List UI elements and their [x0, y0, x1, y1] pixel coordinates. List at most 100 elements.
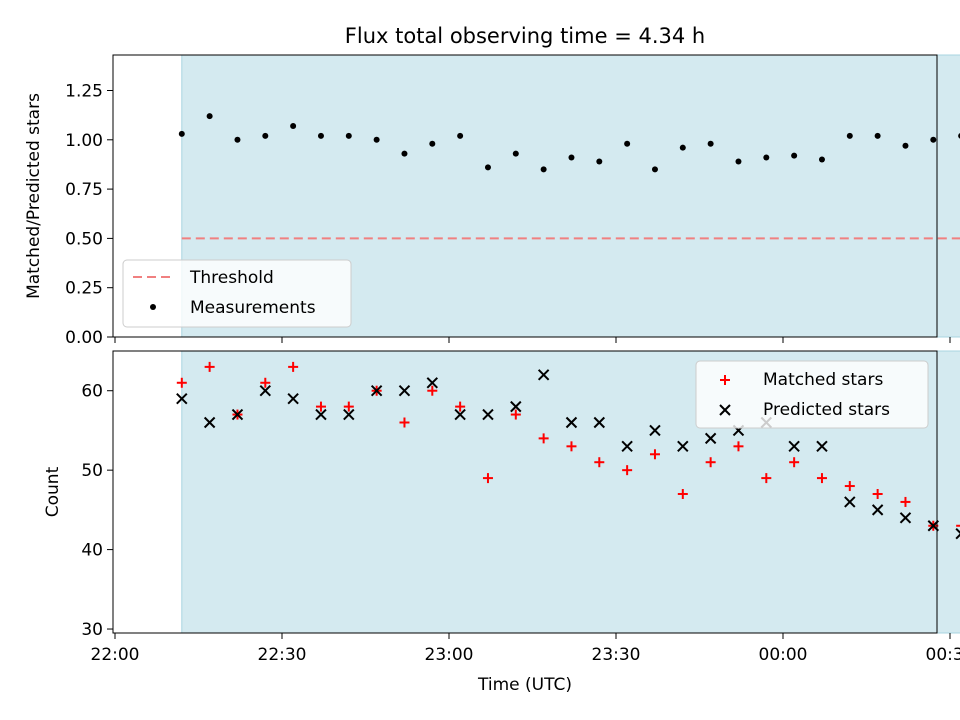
matched-point — [789, 457, 800, 468]
measurement-point — [401, 150, 408, 157]
matched-point — [956, 524, 960, 527]
y-tick-label: 1.25 — [65, 81, 103, 101]
count-y-ticks: 30 40 50 60 — [81, 382, 113, 640]
matched-point — [622, 465, 633, 476]
cross-stroke-b — [844, 496, 856, 508]
predicted-point — [398, 385, 411, 397]
cross-stroke-b — [621, 440, 633, 453]
y-tick-label: 50 — [81, 461, 103, 481]
measurement-point — [651, 166, 658, 173]
legend-predicted-label: Predicted stars — [763, 400, 890, 420]
predicted-point — [482, 408, 494, 421]
legend-plus-marker — [720, 375, 730, 385]
legend-threshold-label: Threshold — [189, 268, 274, 288]
cross-stroke-b — [899, 512, 912, 524]
cross-stroke-b — [537, 369, 550, 381]
predicted-point — [203, 416, 216, 429]
matched-point — [566, 441, 577, 452]
measurement-point — [512, 150, 519, 157]
y-tick-label: 40 — [81, 541, 103, 561]
measurement-points — [178, 113, 960, 173]
measurement-point — [345, 132, 352, 139]
cross-stroke-b — [203, 416, 216, 429]
cross-stroke-b — [398, 385, 411, 397]
matched-point — [816, 473, 827, 484]
measurement-point — [818, 156, 825, 163]
cross-stroke-b — [454, 408, 466, 421]
y-tick-label: 0.50 — [65, 229, 103, 249]
measurement-point — [763, 154, 770, 161]
predicted-point — [677, 440, 689, 453]
predicted-point — [899, 512, 912, 524]
x-tick-label: 23:30 — [592, 645, 641, 665]
predicted-point — [231, 408, 244, 421]
legend-measurements-swatch — [150, 304, 156, 310]
predicted-point — [176, 392, 188, 405]
predicted-point — [704, 432, 717, 445]
x-tick-label: 00:00 — [759, 645, 808, 665]
measurement-point — [206, 113, 213, 120]
matched-point — [733, 441, 744, 452]
matched-point — [315, 401, 326, 412]
x-tick-label: 22:00 — [91, 645, 140, 665]
ratio-legend: Threshold Measurements — [122, 259, 352, 328]
cross-stroke-b — [176, 392, 188, 405]
cross-stroke-b — [426, 377, 439, 389]
y-tick-label: 0.75 — [65, 180, 103, 200]
predicted-point — [565, 416, 578, 429]
measurement-point — [484, 164, 491, 171]
predicted-point — [426, 377, 439, 389]
measurement-point — [791, 152, 798, 159]
x-axis-label: Time (UTC) — [477, 675, 572, 695]
ratio-panel: 0.00 0.25 0.50 0.75 1.00 1.25 Matched/Predict… — [24, 54, 960, 348]
cross-stroke-b — [370, 385, 383, 397]
predicted-point — [816, 440, 828, 453]
legend-predicted-swatch — [719, 404, 731, 416]
cross-stroke-b — [788, 440, 800, 453]
ratio-legend-box — [122, 259, 352, 328]
matched-point — [844, 481, 855, 492]
measurement-point — [234, 136, 241, 143]
count-x-ticks: 22:0022:3023:0023:3000:0000:3001:0001:30… — [91, 633, 960, 665]
x-tick-label: 22:30 — [258, 645, 307, 665]
measurement-point — [178, 130, 185, 137]
cross-stroke-b — [287, 392, 299, 405]
matched-point — [900, 496, 911, 507]
y-tick-label: 1.00 — [65, 131, 103, 151]
cross-stroke-b — [955, 533, 960, 540]
predicted-point — [259, 385, 272, 397]
measurement-point — [624, 140, 631, 147]
matched-point — [427, 385, 438, 396]
matched-point — [594, 457, 605, 468]
matched-point — [399, 417, 410, 428]
matched-point — [677, 488, 688, 499]
x-tick-label: 23:00 — [425, 645, 474, 665]
predicted-stars-points — [176, 369, 960, 540]
cross-stroke-b — [510, 400, 522, 413]
cross-stroke-b — [704, 432, 717, 445]
measurement-point — [540, 166, 547, 173]
chart-title: Flux total observing time = 4.34 h — [345, 24, 705, 48]
cross-stroke-b — [677, 440, 689, 453]
cross-stroke-a — [955, 527, 960, 534]
predicted-point — [315, 408, 327, 421]
cross-stroke-b — [315, 408, 327, 421]
predicted-point — [370, 385, 383, 397]
count-legend: Matched stars Predicted stars — [695, 360, 929, 429]
measurement-point — [707, 140, 714, 147]
cross-stroke-b — [231, 408, 244, 421]
legend-cross-marker — [719, 404, 731, 416]
cross-stroke-b — [719, 404, 731, 416]
matched-stars-points — [176, 361, 960, 531]
matched-point — [176, 377, 187, 388]
ratio-axes-frame — [112, 54, 938, 338]
predicted-point — [593, 416, 606, 429]
matched-point — [649, 449, 660, 460]
matched-point — [260, 377, 271, 388]
matched-point — [288, 361, 299, 372]
y-tick-label: 0.00 — [65, 328, 103, 348]
matched-point — [872, 488, 883, 499]
matched-point — [343, 401, 354, 412]
measurement-point — [568, 154, 575, 161]
